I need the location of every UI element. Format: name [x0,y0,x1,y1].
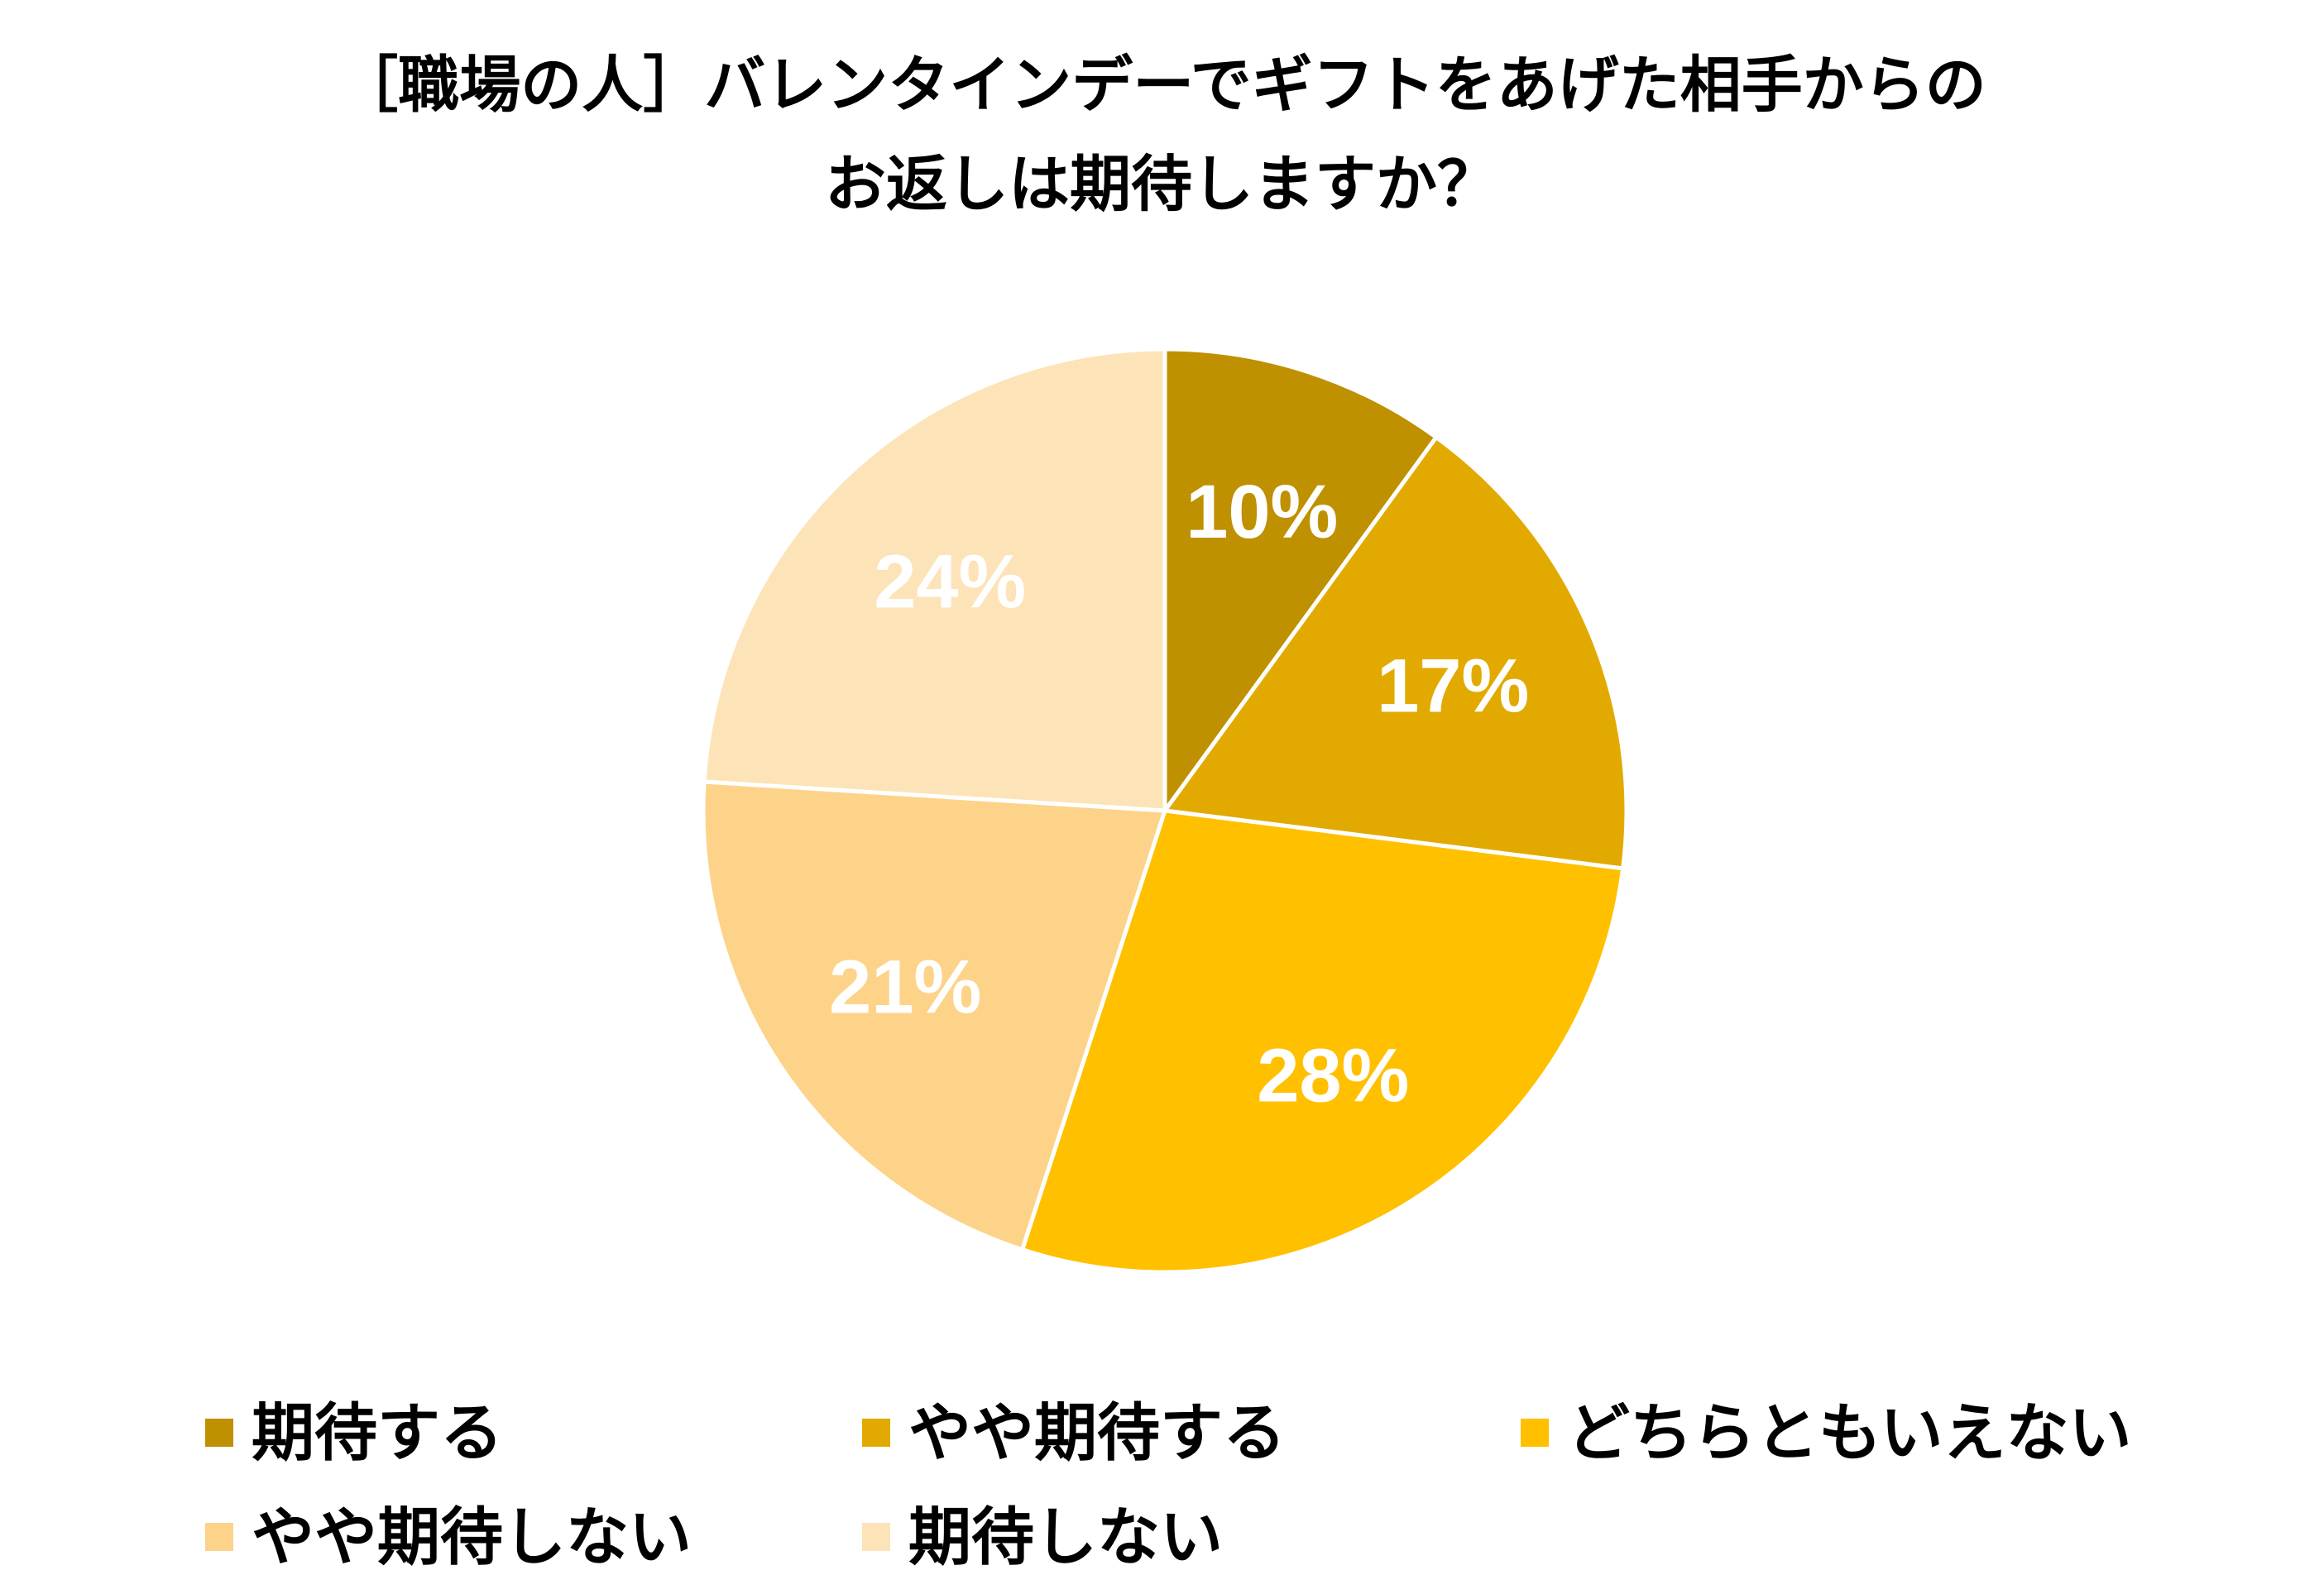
pie-slice-3 [1020,808,1626,1275]
chart-title-line-2: お返しは期待しますか？ [825,149,1498,220]
pie-slices [701,347,1629,1275]
pie-data-label-1: 10% [1186,470,1338,554]
pie-data-label-4: 21% [829,945,981,1029]
legend-item-4: やや期待しない [205,1501,692,1574]
legend-swatch-1 [205,1419,233,1447]
chart-title: ［職場の人］バレンタインデーでギフトをあげた相手からの お返しは期待しますか？ [337,50,1986,220]
legend-item-5: 期待しない [862,1501,1223,1574]
pie-data-label-5: 24% [874,539,1026,624]
legend-swatch-4 [205,1523,233,1551]
legend-item-2: やや期待する [862,1396,1286,1470]
legend-label-2: やや期待する [908,1396,1286,1470]
legend-label-1: 期待する [252,1396,503,1470]
legend-label-5: 期待しない [908,1501,1223,1574]
legend-swatch-2 [862,1419,890,1447]
legend-swatch-5 [862,1523,890,1551]
pie-slice-5 [702,347,1167,813]
legend-label-3: どちらともいえない [1567,1396,2131,1470]
pie-data-label-2: 17% [1377,644,1529,728]
pie-slice-4 [701,779,1167,1252]
pie-slice-2 [1162,435,1629,871]
legend-swatch-3 [1521,1419,1549,1447]
legend-item-3: どちらともいえない [1521,1396,2131,1470]
pie-data-label-3: 28% [1257,1033,1409,1118]
pie-slice-1 [1162,347,1439,813]
legend-label-4: やや期待しない [252,1501,692,1574]
legend-item-1: 期待する [205,1396,503,1470]
pie-data-labels: 10% 17% 28% 21% 24% [829,470,1529,1118]
chart-title-line-1: ［職場の人］バレンタインデーでギフトをあげた相手からの [337,50,1986,121]
